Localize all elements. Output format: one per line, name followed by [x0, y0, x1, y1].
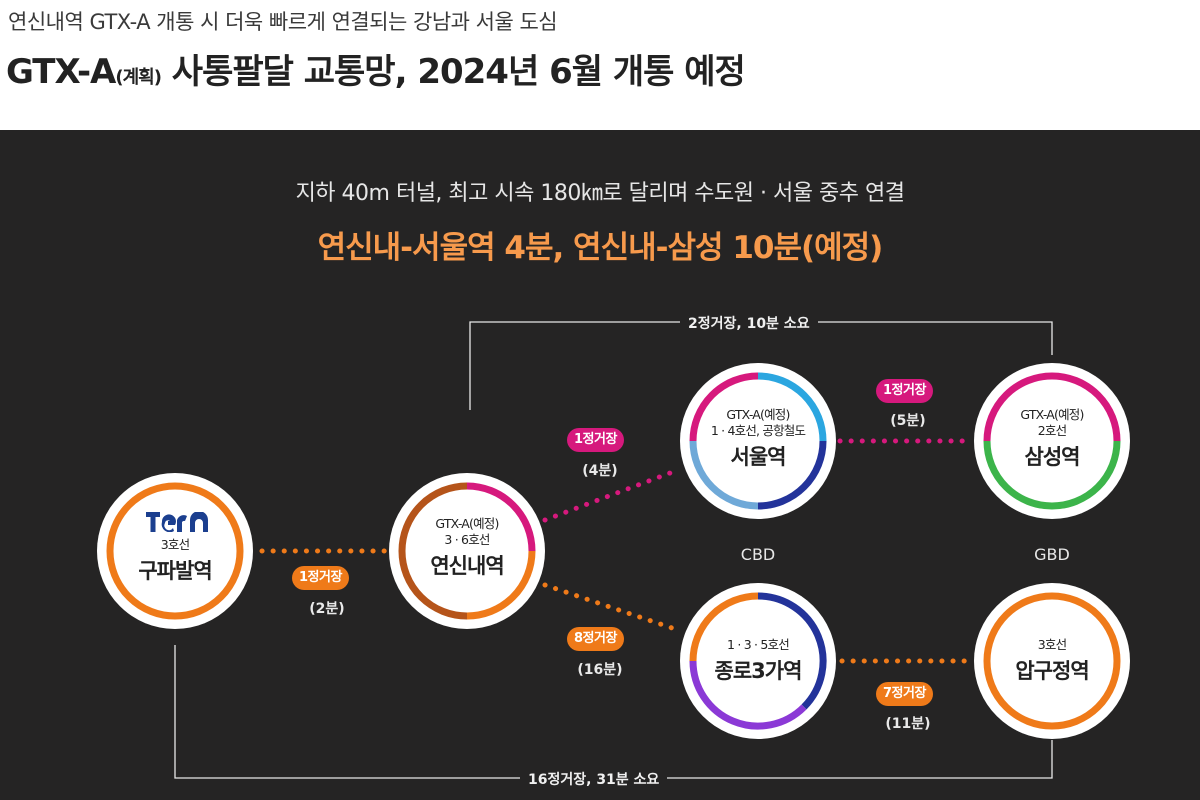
- link-time-jongno-apgujeong: (11분): [885, 716, 931, 732]
- top-route-label: 2정거장, 10분 소요: [680, 313, 818, 333]
- title-main: GTX-A: [6, 52, 116, 92]
- station-lines: 3 · 6호선: [444, 532, 490, 547]
- station-jongno3ga: 1 · 3 · 5호선 종로3가역: [698, 637, 818, 685]
- station-seoul: GTX-A(예정) 1 · 4호선, 공항철도 서울역: [698, 407, 818, 471]
- link-time-yeonsinnae-jongno: (16분): [577, 662, 623, 678]
- header-area: 연신내역 GTX-A 개통 시 더욱 빠르게 연결되는 강남과 서울 도심 GT…: [0, 0, 1200, 130]
- station-lines: 2호선: [1037, 423, 1067, 438]
- header-subtitle: 연신내역 GTX-A 개통 시 더욱 빠르게 연결되는 강남과 서울 도심: [8, 10, 558, 34]
- highlight-text: 연신내-서울역 4분, 연신내-삼성 10분(예정): [317, 230, 884, 266]
- station-name: 연신내역: [430, 554, 504, 578]
- station-samseong: GTX-A(예정) 2호선 삼성역: [992, 407, 1112, 471]
- link-badge-yeonsinnae-jongno: 8정거장: [567, 627, 624, 651]
- link-time-gupabal-yeonsinnae: (2분): [309, 601, 345, 617]
- station-lines: GTX-A(예정): [435, 516, 499, 531]
- link-line-yeonsinnae-jongno: [542, 582, 681, 633]
- station-yeonsinnae: GTX-A(예정) 3 · 6호선 연신내역: [407, 516, 527, 580]
- link-badge-yeonsinnae-seoul: 1정거장: [567, 428, 624, 452]
- terra-logo: [146, 512, 208, 532]
- station-name: 압구정역: [1015, 659, 1089, 683]
- station-lines: 1 · 3 · 5호선: [727, 637, 790, 652]
- station-name: 서울역: [730, 445, 787, 469]
- station-circle-apgujeong: [974, 583, 1130, 739]
- station-circle-yeonsinnae: [389, 473, 545, 629]
- station-circle-jongno3ga: [680, 583, 836, 739]
- page-title: GTX-A(계획) 사통팔달 교통망, 2024년 6월 개통 예정: [6, 44, 746, 93]
- station-name: 구파발역: [138, 559, 212, 583]
- district-gbd: GBD: [1034, 545, 1070, 564]
- link-line-yeonsinnae-seoul: [542, 467, 681, 523]
- tagline: 지하 40m 터널, 최고 시속 180㎞로 달리며 수도원 · 서울 중추 연…: [295, 181, 905, 206]
- station-apgujeong: 3호선 압구정역: [992, 637, 1112, 685]
- station-circle-gupabal: [97, 473, 253, 629]
- link-time-yeonsinnae-seoul: (4분): [582, 463, 618, 479]
- link-badge-seoul-samseong: 1정거장: [876, 379, 933, 403]
- station-lines: 1 · 4호선, 공항철도: [710, 423, 806, 438]
- link-badge-jongno-apgujeong: 7정거장: [876, 682, 933, 706]
- station-lines: GTX-A(예정): [1020, 407, 1084, 422]
- link-badge-gupabal-yeonsinnae: 1정거장: [292, 566, 349, 590]
- bottom-route-label: 16정거장, 31분 소요: [520, 769, 668, 789]
- title-rest: 사통팔달 교통망, 2024년 6월 개통 예정: [160, 52, 746, 92]
- station-lines: 3호선: [1037, 637, 1067, 652]
- station-circle-samseong: [974, 363, 1130, 519]
- station-circle-seoul: [680, 363, 836, 519]
- link-time-seoul-samseong: (5분): [890, 413, 926, 429]
- title-small: (계획): [115, 67, 162, 88]
- station-name: 종로3가역: [714, 659, 803, 683]
- station-name: 삼성역: [1024, 445, 1081, 469]
- district-cbd: CBD: [740, 545, 776, 564]
- station-lines: 3호선: [160, 537, 190, 552]
- station-gupabal: 3호선 구파발역: [115, 537, 235, 585]
- station-lines: GTX-A(예정): [726, 407, 790, 422]
